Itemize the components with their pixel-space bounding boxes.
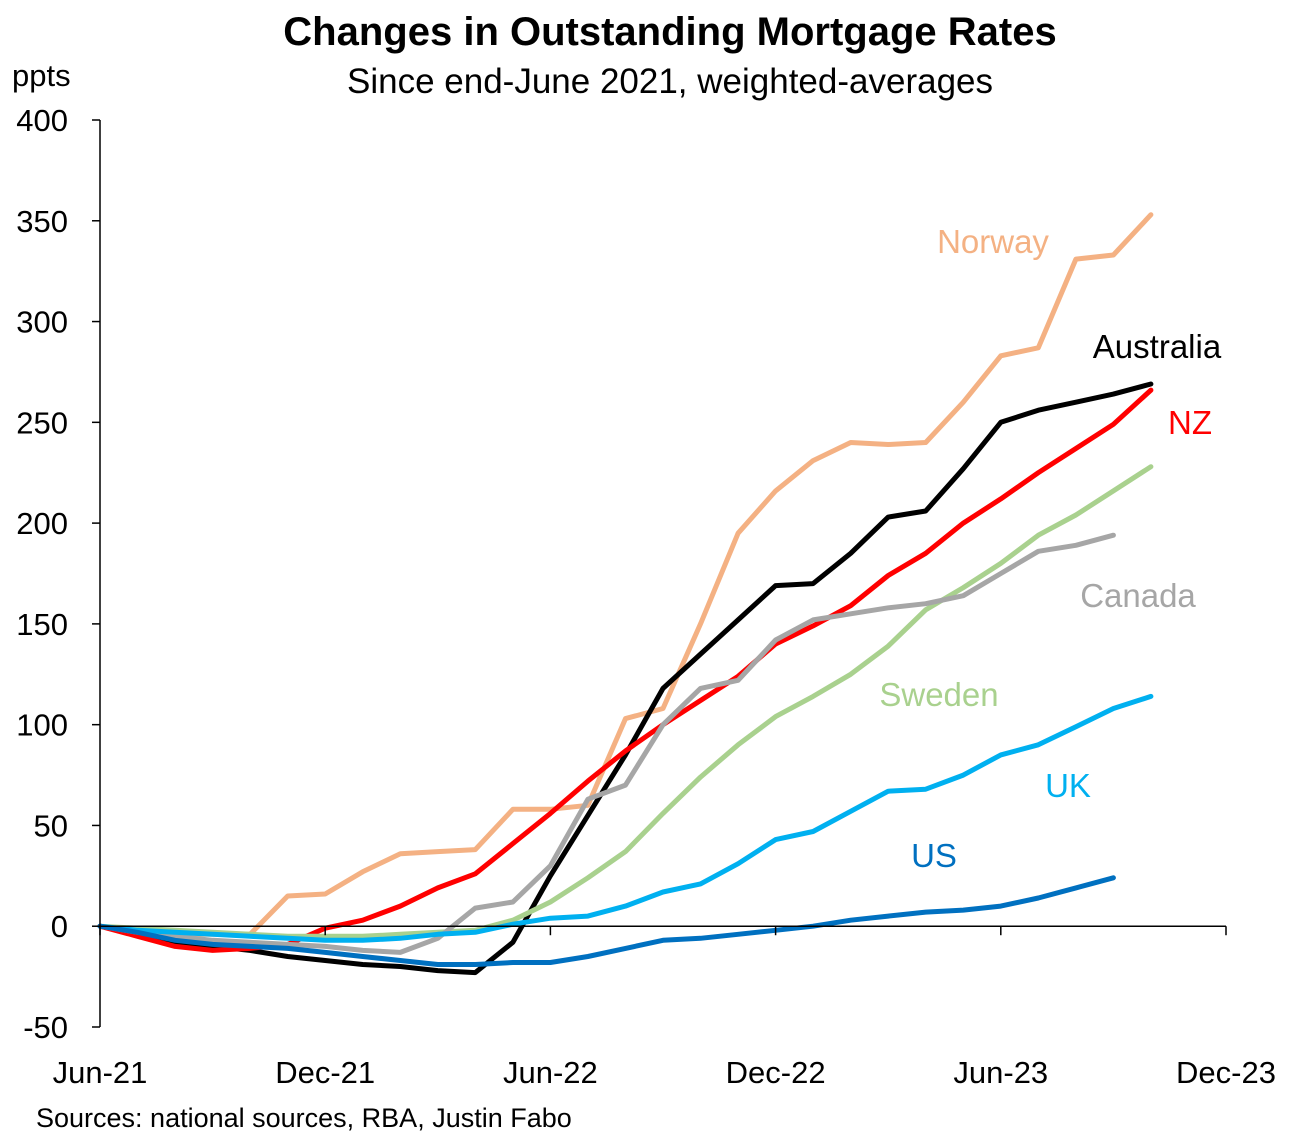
y-tick-label: 300 <box>16 305 68 340</box>
y-tick-label: 400 <box>16 103 68 138</box>
series-layer <box>97 212 1154 976</box>
series-line-uk <box>97 693 1154 943</box>
y-tick-label: 250 <box>16 405 68 440</box>
series-line-australia <box>97 381 1154 976</box>
y-tick-label: 0 <box>51 909 68 944</box>
y-tick-label: 150 <box>16 607 68 642</box>
x-tick-label: Dec-23 <box>1176 1055 1276 1090</box>
y-tick-label: 50 <box>34 808 68 843</box>
axes-layer: -50 0 50 100 150 200 250 300 350 400 Jun-21 Dec-21 J… <box>16 103 1276 1090</box>
series-label-canada: Canada <box>1080 577 1196 614</box>
x-tick-label: Jun-21 <box>53 1055 148 1090</box>
series-line-us <box>97 875 1116 967</box>
series-label-uk: UK <box>1045 767 1091 804</box>
x-tick-label: Jun-22 <box>503 1055 598 1090</box>
chart-subtitle: Since end-June 2021, weighted-averages <box>347 62 993 101</box>
series-label-sweden: Sweden <box>879 676 998 713</box>
y-tick-label: -50 <box>23 1010 68 1045</box>
y-tick-label: 200 <box>16 506 68 541</box>
series-label-norway: Norway <box>937 223 1049 260</box>
chart-title: Changes in Outstanding Mortgage Rates <box>283 10 1057 54</box>
series-line-canada <box>97 532 1116 955</box>
series-label-us: US <box>911 837 957 874</box>
y-tick-label: 350 <box>16 204 68 239</box>
series-labels-layer: Norway Australia NZ Sweden Canada UK US <box>879 223 1221 874</box>
source-note: Sources: national sources, RBA, Justin F… <box>36 1103 572 1133</box>
y-axis-unit-label: ppts <box>12 58 71 93</box>
series-line-norway <box>97 212 1154 937</box>
y-tick-label: 100 <box>16 708 68 743</box>
series-label-australia: Australia <box>1093 328 1222 365</box>
x-tick-label: Dec-21 <box>275 1055 375 1090</box>
x-tick-label: Dec-22 <box>726 1055 826 1090</box>
series-line-nz <box>97 387 1154 953</box>
x-tick-label: Jun-23 <box>953 1055 1048 1090</box>
series-label-nz: NZ <box>1168 404 1212 441</box>
